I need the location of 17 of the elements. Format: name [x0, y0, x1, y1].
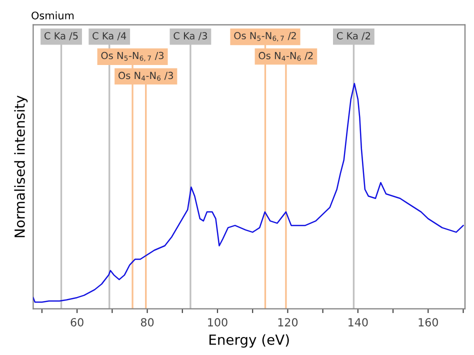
- x-tick-label: 60: [70, 318, 84, 326]
- x-tick-label: 100: [208, 318, 228, 326]
- x-tick-label: 160: [418, 318, 438, 326]
- x-tick-label: 140: [348, 318, 368, 326]
- ref-line-label: Os N$_{4}$-N$_{6}$ /2: [258, 52, 313, 61]
- ref-line-label: C Ka /3: [174, 32, 207, 40]
- ref-line-label: Os N$_{5}$-N$_{6,7}$ /2: [234, 32, 296, 42]
- ref-line-label: C Ka /5: [44, 32, 78, 40]
- x-tick-label: 120: [278, 318, 298, 326]
- x-tick-label: 80: [140, 318, 154, 326]
- x-axis-title: Energy (eV): [209, 334, 289, 348]
- ref-line-label: C Ka /4: [92, 32, 126, 40]
- ref-line-label: C Ka /2: [336, 32, 370, 40]
- y-axis-title: Normalised intensity: [14, 96, 28, 238]
- chart-title: Osmium: [32, 11, 74, 20]
- ref-line-label: Os N$_{4}$-N$_{6}$ /3: [118, 72, 173, 81]
- ref-line-label: Os N$_{5}$-N$_{6,7}$ /3: [101, 52, 164, 62]
